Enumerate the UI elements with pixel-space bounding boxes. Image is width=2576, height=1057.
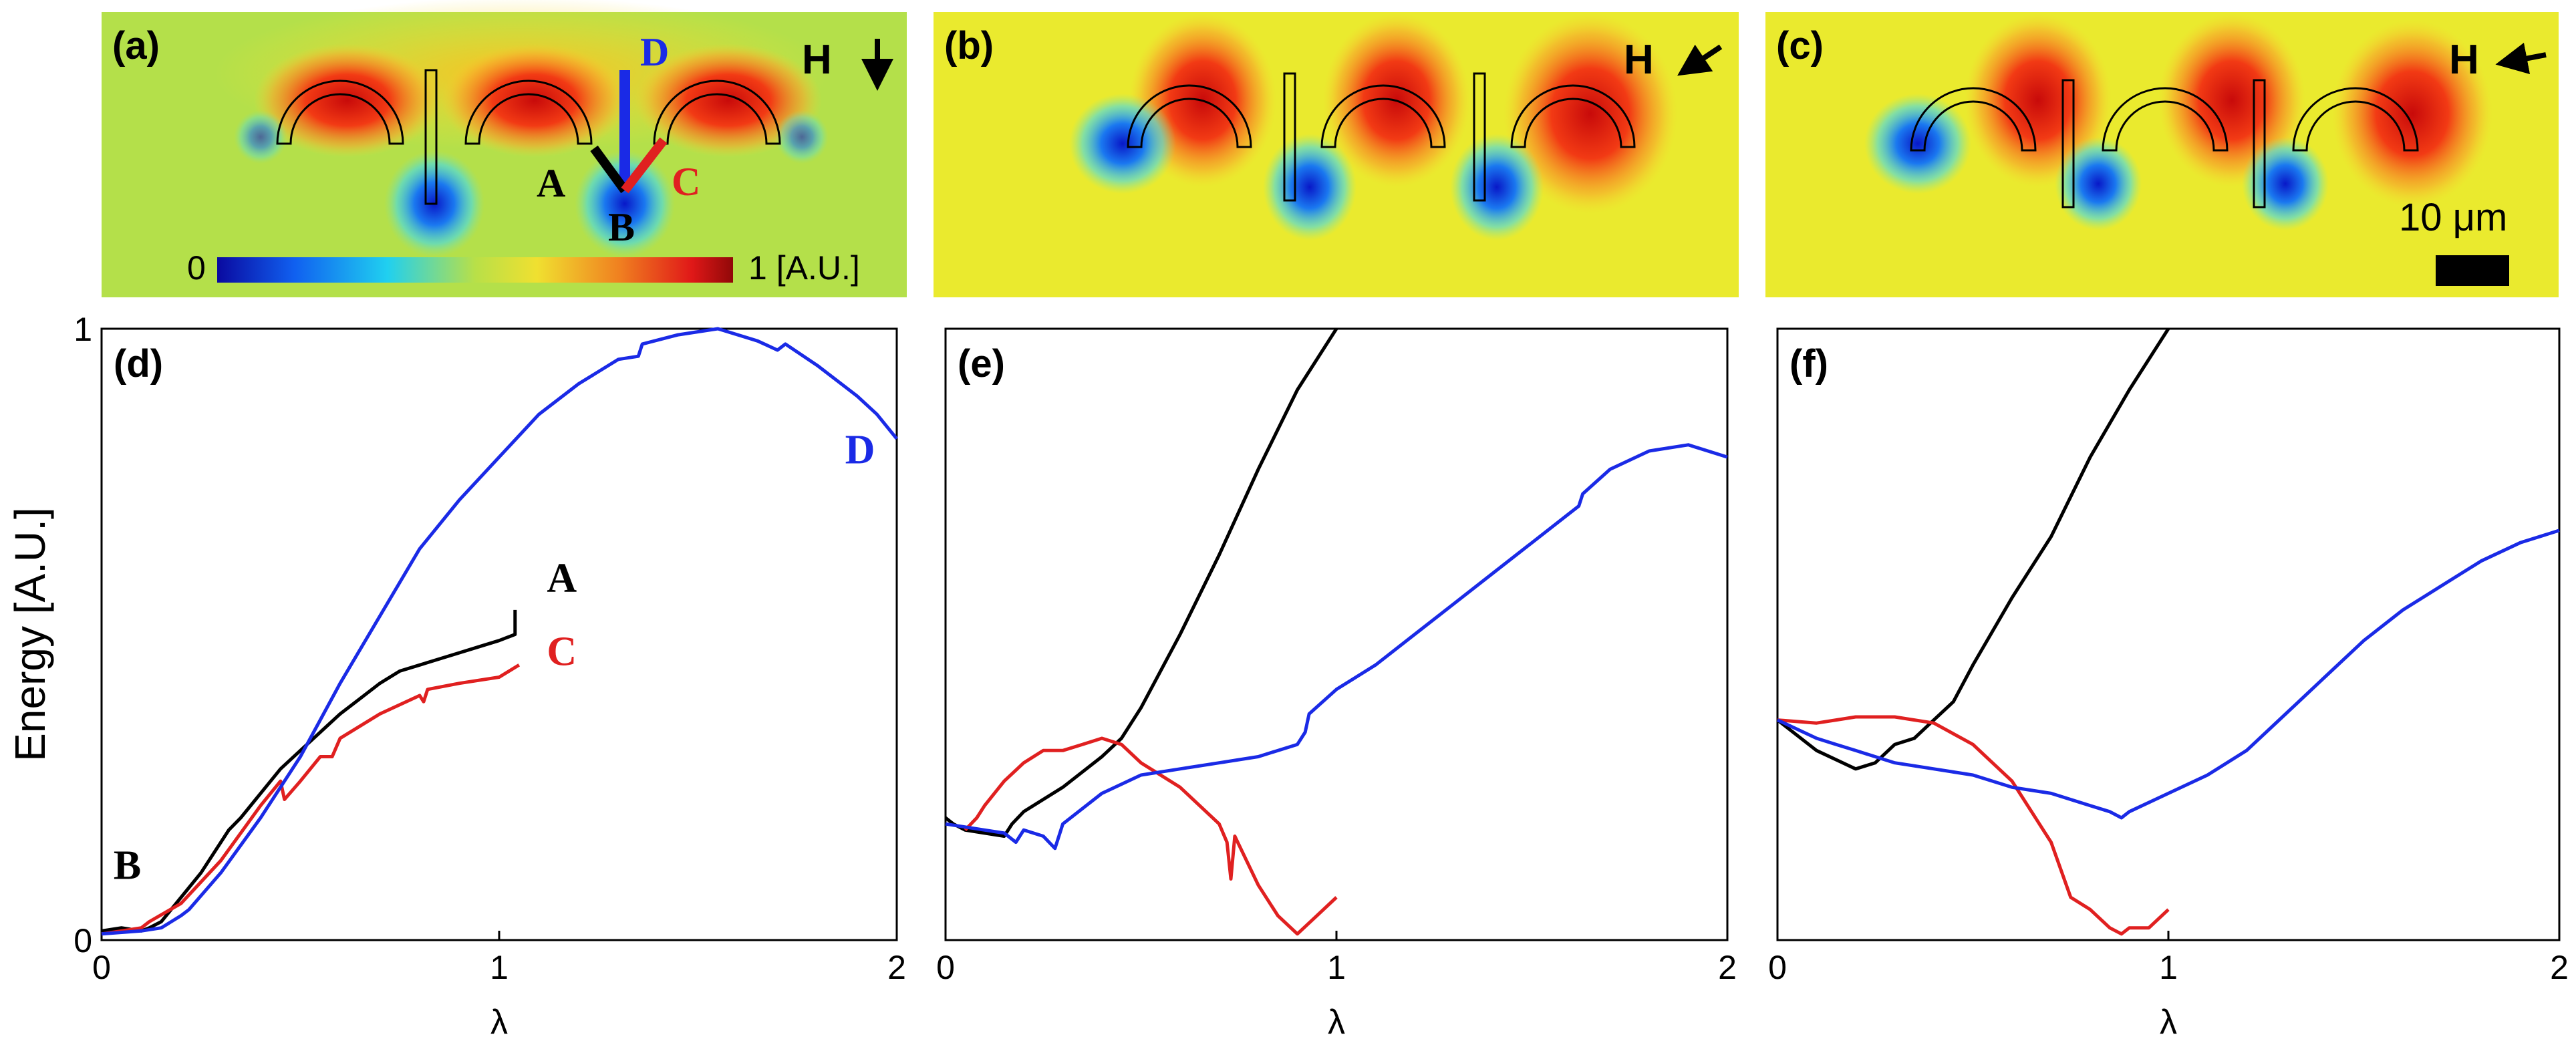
field-coldspot xyxy=(575,150,675,257)
x-axis-label: λ xyxy=(490,1003,508,1042)
field-direction-label: H xyxy=(1624,37,1654,83)
chart-e: 0 1 2 λ (e) xyxy=(936,327,1737,1042)
plot-frame xyxy=(944,327,1729,941)
x-tick-label: 1 xyxy=(2159,949,2178,986)
resonator-outlines xyxy=(1910,79,2419,208)
x-tick-label: 0 xyxy=(936,949,955,986)
resonator-outlines xyxy=(1127,72,1636,202)
x-tick-label: 2 xyxy=(1718,949,1737,986)
field-hotspot xyxy=(635,43,822,157)
field-panel-c: (c) H 10 μm xyxy=(1765,12,2559,297)
panel-label: (c) xyxy=(1776,24,1824,67)
field-panel-a: (a) H D A B C 0 1 [A.U.] xyxy=(102,0,907,297)
y-axis-label: Energy [A.U.] xyxy=(6,507,54,762)
arrow-left-icon xyxy=(2495,42,2547,75)
chart-d: 0 1 2 0 1 λ Energy [A.U.] (d) B AC D xyxy=(6,311,906,1042)
field-direction-label: H xyxy=(802,37,832,83)
field-coldspot xyxy=(234,110,287,164)
field-hotspot xyxy=(1965,13,2112,187)
x-tick-label: 2 xyxy=(2550,949,2569,986)
x-tick-label: 0 xyxy=(1768,949,1787,986)
panel-label: (e) xyxy=(958,342,1005,386)
plot-frame xyxy=(1776,327,2561,941)
scale-bar-label: 10 μm xyxy=(2399,196,2507,239)
field-panel-b: (b) H xyxy=(934,12,1739,297)
panel-label: (b) xyxy=(944,24,994,67)
field-coldspot xyxy=(1864,94,1971,194)
field-hotspot xyxy=(1504,13,1677,214)
x-axis-label: λ xyxy=(2160,1003,2177,1042)
series-annotation-b: B xyxy=(114,843,141,889)
probe-line-a xyxy=(590,145,629,194)
y-tick-label: 0 xyxy=(74,922,92,959)
series-line-c xyxy=(101,663,521,936)
probe-line-c xyxy=(621,137,668,194)
chart-f: 0 1 2 λ (f) xyxy=(1768,327,2569,1042)
x-tick-label: 1 xyxy=(1327,949,1346,986)
series-line-d xyxy=(101,327,898,936)
resonator-outlines xyxy=(276,69,781,205)
series-annotation-a: A xyxy=(547,555,577,601)
field-hotspot xyxy=(441,43,628,157)
colorbar xyxy=(217,257,733,283)
field-coldspot xyxy=(1450,134,1544,241)
series-line-d xyxy=(1776,528,2560,820)
series-line-a xyxy=(1776,327,2170,771)
series-line-c xyxy=(1777,715,2170,936)
probe-label-d: D xyxy=(640,30,669,74)
panel-label: (f) xyxy=(1790,342,1828,386)
series-annotation-c: C xyxy=(547,629,577,674)
x-tick-label: 1 xyxy=(490,949,509,986)
field-hotspot xyxy=(2332,20,2492,207)
colorbar-max-label: 1 [A.U.] xyxy=(748,249,860,287)
field-direction-label: H xyxy=(2449,37,2479,83)
probe-label-a: A xyxy=(537,161,565,205)
x-tick-label: 0 xyxy=(92,949,111,986)
scale-bar xyxy=(2436,255,2509,286)
arrow-down-left-icon xyxy=(1677,44,1723,76)
panel-label: (d) xyxy=(114,342,163,386)
series-annotation-d: D xyxy=(845,427,875,472)
colorbar-min-label: 0 xyxy=(187,249,206,287)
probe-label-c: C xyxy=(672,160,700,204)
y-tick-label: 1 xyxy=(74,311,92,348)
series-line-a xyxy=(944,327,1338,838)
x-axis-label: λ xyxy=(1328,1003,1345,1042)
plot-frame xyxy=(100,327,898,941)
field-coldspot xyxy=(2055,137,2142,231)
field-coldspot xyxy=(1263,134,1356,241)
field-hotspot xyxy=(254,43,441,157)
x-tick-label: 2 xyxy=(887,949,906,986)
series-line-c xyxy=(964,736,1338,936)
field-coldspot xyxy=(775,110,829,164)
panel-label: (a) xyxy=(112,24,160,67)
probe-label-b: B xyxy=(608,205,635,249)
series-line-d xyxy=(945,443,1728,851)
